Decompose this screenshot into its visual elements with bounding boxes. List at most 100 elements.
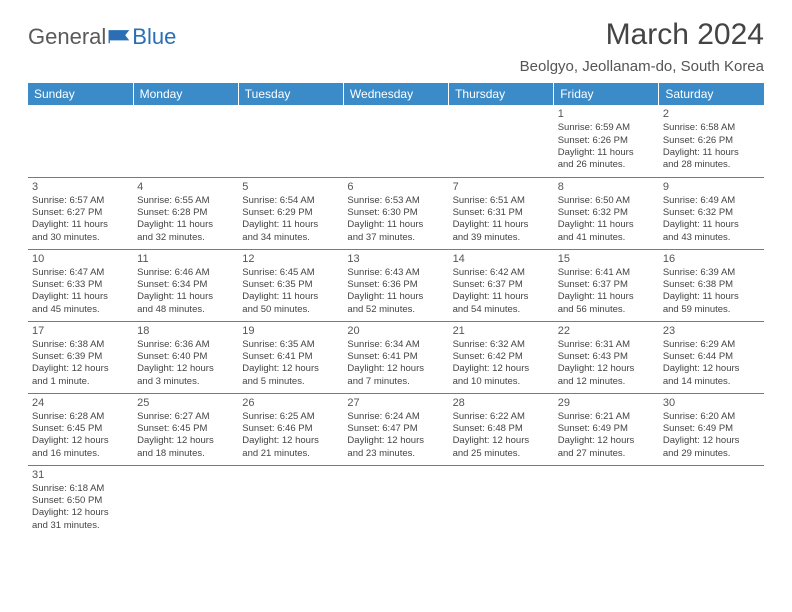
daylight-text: Daylight: 11 hours (32, 291, 129, 303)
daylight-text: and 21 minutes. (242, 448, 339, 460)
daylight-text: and 10 minutes. (453, 376, 550, 388)
daylight-text: and 1 minute. (32, 376, 129, 388)
sunrise-text: Sunrise: 6:35 AM (242, 339, 339, 351)
daylight-text: and 54 minutes. (453, 304, 550, 316)
daylight-text: Daylight: 12 hours (558, 435, 655, 447)
sunrise-text: Sunrise: 6:51 AM (453, 195, 550, 207)
sunset-text: Sunset: 6:31 PM (453, 207, 550, 219)
calendar-cell: 3Sunrise: 6:57 AMSunset: 6:27 PMDaylight… (28, 177, 133, 249)
sunrise-text: Sunrise: 6:50 AM (558, 195, 655, 207)
day-number: 21 (453, 324, 550, 338)
sunrise-text: Sunrise: 6:29 AM (663, 339, 760, 351)
location: Beolgyo, Jeollanam-do, South Korea (520, 58, 764, 75)
sunset-text: Sunset: 6:26 PM (558, 135, 655, 147)
calendar-cell: 10Sunrise: 6:47 AMSunset: 6:33 PMDayligh… (28, 249, 133, 321)
day-number: 23 (663, 324, 760, 338)
sunset-text: Sunset: 6:43 PM (558, 351, 655, 363)
daylight-text: Daylight: 12 hours (347, 363, 444, 375)
weekday-header: Thursday (449, 83, 554, 105)
sunrise-text: Sunrise: 6:36 AM (137, 339, 234, 351)
daylight-text: and 32 minutes. (137, 232, 234, 244)
daylight-text: Daylight: 11 hours (453, 291, 550, 303)
day-number: 28 (453, 396, 550, 410)
calendar-cell: 18Sunrise: 6:36 AMSunset: 6:40 PMDayligh… (133, 321, 238, 393)
weekday-header: Tuesday (238, 83, 343, 105)
daylight-text: and 29 minutes. (663, 448, 760, 460)
daylight-text: and 43 minutes. (663, 232, 760, 244)
daylight-text: Daylight: 11 hours (137, 219, 234, 231)
sunrise-text: Sunrise: 6:27 AM (137, 411, 234, 423)
sunset-text: Sunset: 6:41 PM (242, 351, 339, 363)
sunset-text: Sunset: 6:45 PM (32, 423, 129, 435)
calendar-cell: 14Sunrise: 6:42 AMSunset: 6:37 PMDayligh… (449, 249, 554, 321)
daylight-text: Daylight: 12 hours (663, 435, 760, 447)
daylight-text: and 37 minutes. (347, 232, 444, 244)
calendar-cell-empty (343, 105, 448, 177)
calendar-cell: 7Sunrise: 6:51 AMSunset: 6:31 PMDaylight… (449, 177, 554, 249)
day-number: 29 (558, 396, 655, 410)
calendar-cell: 31Sunrise: 6:18 AMSunset: 6:50 PMDayligh… (28, 465, 133, 537)
daylight-text: and 27 minutes. (558, 448, 655, 460)
calendar-cell-empty (238, 105, 343, 177)
sunrise-text: Sunrise: 6:24 AM (347, 411, 444, 423)
day-number: 5 (242, 180, 339, 194)
calendar-cell: 8Sunrise: 6:50 AMSunset: 6:32 PMDaylight… (554, 177, 659, 249)
daylight-text: Daylight: 11 hours (347, 219, 444, 231)
sunset-text: Sunset: 6:50 PM (32, 495, 129, 507)
sunrise-text: Sunrise: 6:46 AM (137, 267, 234, 279)
daylight-text: Daylight: 11 hours (663, 147, 760, 159)
calendar-header: SundayMondayTuesdayWednesdayThursdayFrid… (28, 83, 764, 105)
calendar-cell: 19Sunrise: 6:35 AMSunset: 6:41 PMDayligh… (238, 321, 343, 393)
calendar-row: 24Sunrise: 6:28 AMSunset: 6:45 PMDayligh… (28, 393, 764, 465)
sunrise-text: Sunrise: 6:54 AM (242, 195, 339, 207)
daylight-text: and 59 minutes. (663, 304, 760, 316)
sunrise-text: Sunrise: 6:55 AM (137, 195, 234, 207)
calendar-cell-empty (343, 465, 448, 537)
calendar-cell: 27Sunrise: 6:24 AMSunset: 6:47 PMDayligh… (343, 393, 448, 465)
weekday-header: Wednesday (343, 83, 448, 105)
sunset-text: Sunset: 6:39 PM (32, 351, 129, 363)
sunrise-text: Sunrise: 6:42 AM (453, 267, 550, 279)
calendar-cell: 23Sunrise: 6:29 AMSunset: 6:44 PMDayligh… (659, 321, 764, 393)
logo-text-general: General (28, 24, 106, 50)
sunset-text: Sunset: 6:30 PM (347, 207, 444, 219)
day-number: 15 (558, 252, 655, 266)
daylight-text: Daylight: 11 hours (137, 291, 234, 303)
calendar-cell: 2Sunrise: 6:58 AMSunset: 6:26 PMDaylight… (659, 105, 764, 177)
daylight-text: and 7 minutes. (347, 376, 444, 388)
sunset-text: Sunset: 6:34 PM (137, 279, 234, 291)
calendar-cell: 26Sunrise: 6:25 AMSunset: 6:46 PMDayligh… (238, 393, 343, 465)
daylight-text: and 28 minutes. (663, 159, 760, 171)
sunrise-text: Sunrise: 6:34 AM (347, 339, 444, 351)
weekday-header: Monday (133, 83, 238, 105)
calendar-cell: 9Sunrise: 6:49 AMSunset: 6:32 PMDaylight… (659, 177, 764, 249)
calendar-table: SundayMondayTuesdayWednesdayThursdayFrid… (28, 83, 764, 537)
sunrise-text: Sunrise: 6:43 AM (347, 267, 444, 279)
flag-icon (108, 29, 130, 45)
weekday-header: Saturday (659, 83, 764, 105)
day-number: 14 (453, 252, 550, 266)
daylight-text: Daylight: 12 hours (242, 435, 339, 447)
weekday-header: Friday (554, 83, 659, 105)
sunrise-text: Sunrise: 6:32 AM (453, 339, 550, 351)
day-number: 4 (137, 180, 234, 194)
header: General Blue March 2024 Beolgyo, Jeollan… (28, 18, 764, 75)
sunset-text: Sunset: 6:29 PM (242, 207, 339, 219)
sunrise-text: Sunrise: 6:21 AM (558, 411, 655, 423)
title-block: March 2024 Beolgyo, Jeollanam-do, South … (520, 18, 764, 75)
sunrise-text: Sunrise: 6:57 AM (32, 195, 129, 207)
day-number: 19 (242, 324, 339, 338)
day-number: 2 (663, 107, 760, 121)
logo: General Blue (28, 24, 176, 50)
sunrise-text: Sunrise: 6:53 AM (347, 195, 444, 207)
day-number: 18 (137, 324, 234, 338)
daylight-text: Daylight: 12 hours (32, 363, 129, 375)
daylight-text: Daylight: 12 hours (242, 363, 339, 375)
calendar-cell: 16Sunrise: 6:39 AMSunset: 6:38 PMDayligh… (659, 249, 764, 321)
sunset-text: Sunset: 6:36 PM (347, 279, 444, 291)
sunset-text: Sunset: 6:32 PM (663, 207, 760, 219)
daylight-text: Daylight: 12 hours (453, 363, 550, 375)
daylight-text: Daylight: 12 hours (137, 363, 234, 375)
sunrise-text: Sunrise: 6:20 AM (663, 411, 760, 423)
logo-text-blue: Blue (132, 24, 176, 50)
